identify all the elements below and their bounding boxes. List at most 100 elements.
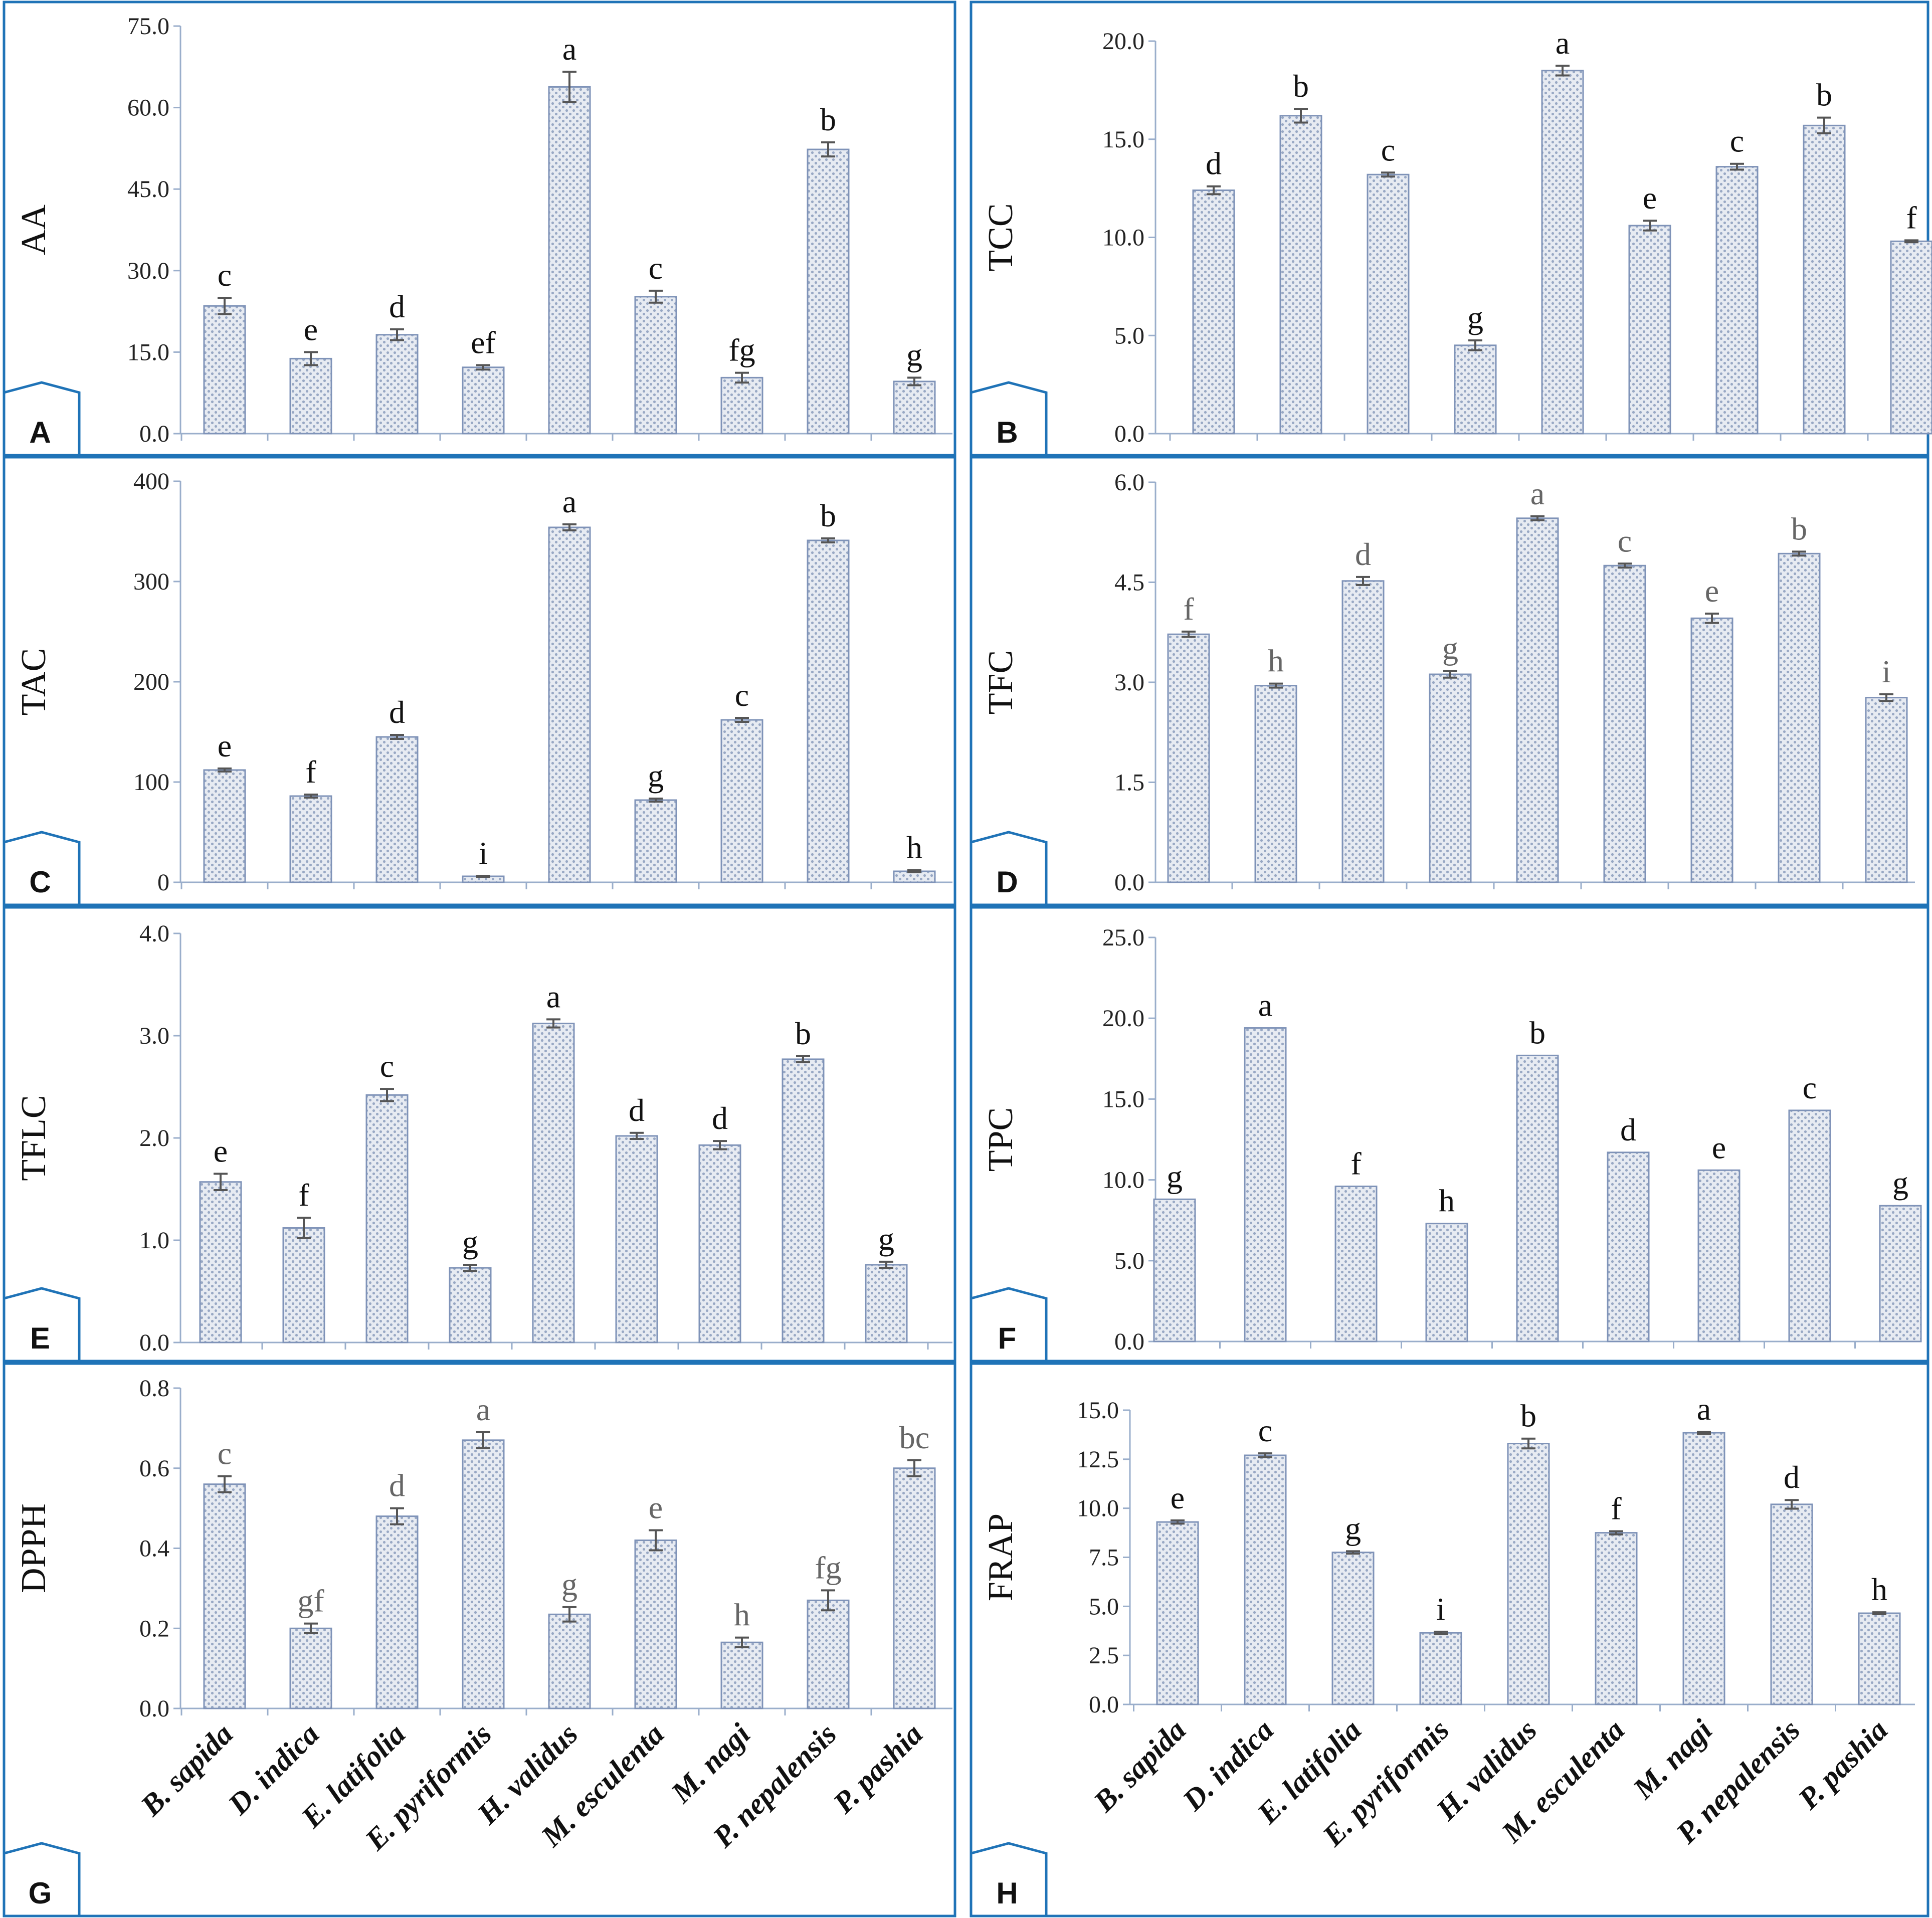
y-tick-label: 0.0 — [139, 1695, 169, 1722]
bar — [203, 769, 246, 883]
bar — [893, 380, 936, 435]
significance-letter: gf — [297, 1583, 324, 1619]
bar — [1690, 617, 1733, 883]
y-tick-label: 10.0 — [1102, 1167, 1144, 1194]
bar — [289, 1627, 332, 1709]
bar — [1367, 173, 1410, 435]
panel-label: C — [29, 865, 51, 899]
significance-letter: a — [1697, 1391, 1711, 1427]
significance-letter: e — [649, 1490, 663, 1525]
significance-letter: d — [712, 1100, 728, 1136]
significance-letter: d — [1784, 1459, 1800, 1495]
bar — [1890, 240, 1932, 435]
significance-letter: fg — [728, 332, 755, 368]
significance-letter: f — [305, 754, 316, 790]
panel-g: 0.0 0.2 0.4 0.6 0.8 DPPH c gf d a g e h fg bc G B. sapid… — [3, 1362, 956, 1917]
bar — [462, 366, 505, 435]
bar — [1454, 344, 1497, 435]
y-tick-label: 0 — [157, 869, 169, 896]
significance-letter: d — [1206, 146, 1222, 181]
y-tick-label: 5.0 — [1089, 1593, 1119, 1620]
significance-letter: b — [1529, 1015, 1545, 1050]
bar — [1607, 1152, 1650, 1342]
y-axis-label: TFC — [982, 650, 1020, 714]
significance-letter: c — [1803, 1070, 1817, 1105]
significance-letter: g — [1442, 630, 1458, 666]
significance-letter: g — [906, 337, 922, 372]
significance-letter: a — [562, 31, 576, 67]
y-tick-label: 15.0 — [1102, 1086, 1144, 1112]
significance-letter: d — [389, 1468, 405, 1503]
y-tick-label: 0.0 — [1114, 869, 1144, 896]
bar — [1541, 70, 1584, 435]
y-tick-label: 10.0 — [1102, 225, 1144, 251]
significance-letter: c — [218, 257, 232, 293]
panel-frame — [970, 906, 1929, 1363]
panel-frame — [970, 1362, 1929, 1917]
bar — [375, 1515, 419, 1709]
significance-letter: b — [1293, 68, 1309, 104]
significance-letter: i — [1882, 654, 1891, 689]
bar — [1603, 564, 1646, 883]
significance-letter: b — [795, 1016, 811, 1051]
y-tick-label: 0.4 — [139, 1536, 169, 1562]
significance-letter: e — [1705, 573, 1719, 609]
significance-letter: c — [380, 1048, 394, 1084]
bar — [375, 334, 419, 435]
significance-letter: g — [648, 758, 664, 794]
significance-letter: a — [1556, 25, 1570, 61]
bar — [807, 539, 850, 883]
y-tick-label: 3.0 — [139, 1023, 169, 1049]
y-tick-label: 6.0 — [1114, 469, 1144, 496]
significance-letter: h — [1439, 1183, 1455, 1219]
y-axis-label: TPC — [982, 1107, 1020, 1172]
bar — [1507, 1443, 1550, 1705]
significance-letter: g — [462, 1224, 478, 1260]
bar — [289, 795, 332, 883]
bar — [1715, 166, 1759, 435]
significance-letter: i — [1436, 1591, 1445, 1627]
significance-letter: bc — [899, 1420, 929, 1455]
significance-letter: b — [820, 102, 836, 137]
bar — [782, 1058, 825, 1344]
bar — [375, 736, 419, 883]
significance-letter: a — [1530, 476, 1544, 511]
bar — [893, 1467, 936, 1709]
significance-letter: e — [1712, 1129, 1726, 1165]
y-tick-label: 45.0 — [127, 176, 169, 203]
significance-letter: h — [1871, 1572, 1887, 1607]
panel-label-tab — [971, 1842, 1048, 1916]
bar — [634, 296, 677, 435]
bar — [1788, 1109, 1831, 1342]
y-axis-label: TFLC — [15, 1095, 53, 1181]
y-tick-label: 5.0 — [1114, 322, 1144, 349]
x-category-label: B. sapida — [1087, 1713, 1192, 1819]
x-category-label: B. sapida — [134, 1717, 239, 1823]
y-tick-label: 2.5 — [1089, 1642, 1119, 1669]
bar — [1595, 1532, 1638, 1705]
bar — [532, 1023, 575, 1344]
bar — [634, 799, 677, 883]
y-tick-label: 20.0 — [1102, 1005, 1144, 1032]
significance-letter: g — [1892, 1165, 1908, 1201]
significance-letter: f — [1611, 1490, 1622, 1526]
bar — [865, 1264, 908, 1344]
bar — [1167, 633, 1210, 883]
bar — [1803, 124, 1846, 435]
significance-letter: a — [546, 979, 560, 1014]
y-tick-label: 200 — [133, 669, 169, 695]
y-axis-label: FRAP — [982, 1513, 1020, 1601]
significance-letter: e — [214, 1133, 228, 1169]
y-tick-label: 300 — [133, 568, 169, 595]
panel-label-tab — [4, 381, 81, 455]
panel-label-tab — [971, 1287, 1048, 1361]
bar — [203, 305, 246, 435]
panel-label: G — [29, 1876, 52, 1910]
y-tick-label: 4.0 — [139, 920, 169, 947]
significance-letter: a — [1258, 988, 1272, 1023]
y-axis-label: TAC — [15, 648, 53, 715]
bar — [720, 1641, 763, 1709]
significance-letter: g — [1167, 1159, 1183, 1194]
significance-letter: g — [878, 1221, 894, 1257]
bar — [698, 1144, 741, 1344]
